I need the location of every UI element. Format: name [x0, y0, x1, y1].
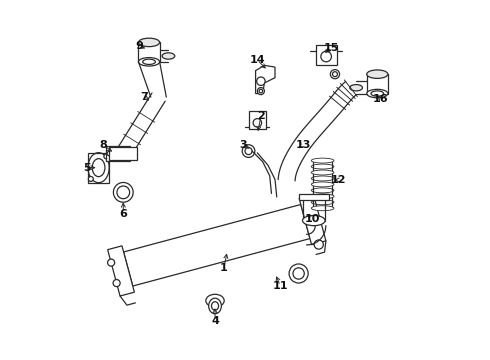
Polygon shape: [249, 111, 266, 129]
Ellipse shape: [107, 152, 111, 156]
Polygon shape: [106, 146, 130, 161]
Ellipse shape: [92, 159, 105, 177]
Ellipse shape: [257, 87, 265, 95]
Text: 10: 10: [304, 214, 319, 224]
Ellipse shape: [104, 154, 109, 159]
Polygon shape: [108, 246, 134, 296]
Text: 14: 14: [249, 55, 265, 65]
Ellipse shape: [330, 69, 340, 79]
Text: 2: 2: [257, 112, 265, 121]
Polygon shape: [299, 194, 329, 200]
Ellipse shape: [311, 206, 334, 211]
Ellipse shape: [259, 89, 263, 93]
Text: 5: 5: [83, 163, 91, 173]
Ellipse shape: [212, 302, 219, 310]
Polygon shape: [278, 82, 356, 181]
Ellipse shape: [311, 170, 334, 175]
Text: 13: 13: [295, 140, 311, 150]
Ellipse shape: [113, 279, 120, 287]
Text: 7: 7: [141, 92, 148, 102]
Ellipse shape: [113, 183, 133, 202]
Text: 8: 8: [99, 140, 107, 150]
Text: 15: 15: [324, 43, 339, 53]
Ellipse shape: [289, 264, 308, 283]
Ellipse shape: [311, 182, 334, 187]
Ellipse shape: [367, 70, 388, 78]
Ellipse shape: [124, 152, 129, 156]
Text: 6: 6: [120, 208, 127, 219]
Ellipse shape: [242, 145, 255, 157]
Ellipse shape: [108, 259, 115, 266]
Ellipse shape: [350, 85, 363, 91]
Polygon shape: [299, 194, 326, 245]
Text: 16: 16: [373, 94, 389, 104]
Polygon shape: [88, 153, 109, 183]
Ellipse shape: [206, 294, 224, 307]
Ellipse shape: [143, 59, 155, 64]
Ellipse shape: [321, 51, 331, 62]
Polygon shape: [123, 204, 310, 286]
Ellipse shape: [88, 176, 93, 181]
Ellipse shape: [245, 148, 252, 154]
Text: 4: 4: [211, 316, 219, 326]
Ellipse shape: [333, 72, 338, 77]
Polygon shape: [316, 45, 337, 65]
Text: 1: 1: [220, 263, 228, 273]
Ellipse shape: [253, 118, 262, 127]
Ellipse shape: [302, 216, 325, 226]
Ellipse shape: [117, 186, 130, 199]
Polygon shape: [109, 147, 137, 160]
Ellipse shape: [139, 38, 160, 47]
Ellipse shape: [311, 194, 334, 199]
Ellipse shape: [314, 240, 323, 249]
Text: 9: 9: [135, 41, 143, 51]
Text: 3: 3: [240, 140, 247, 150]
Ellipse shape: [293, 268, 304, 279]
Ellipse shape: [371, 91, 384, 96]
Ellipse shape: [139, 58, 160, 66]
Text: 12: 12: [331, 175, 346, 185]
Ellipse shape: [209, 298, 221, 314]
Ellipse shape: [162, 53, 175, 59]
Polygon shape: [256, 65, 275, 94]
Text: 11: 11: [272, 281, 288, 291]
Ellipse shape: [367, 89, 388, 98]
Ellipse shape: [112, 147, 124, 160]
Ellipse shape: [311, 158, 334, 163]
Ellipse shape: [257, 77, 265, 85]
